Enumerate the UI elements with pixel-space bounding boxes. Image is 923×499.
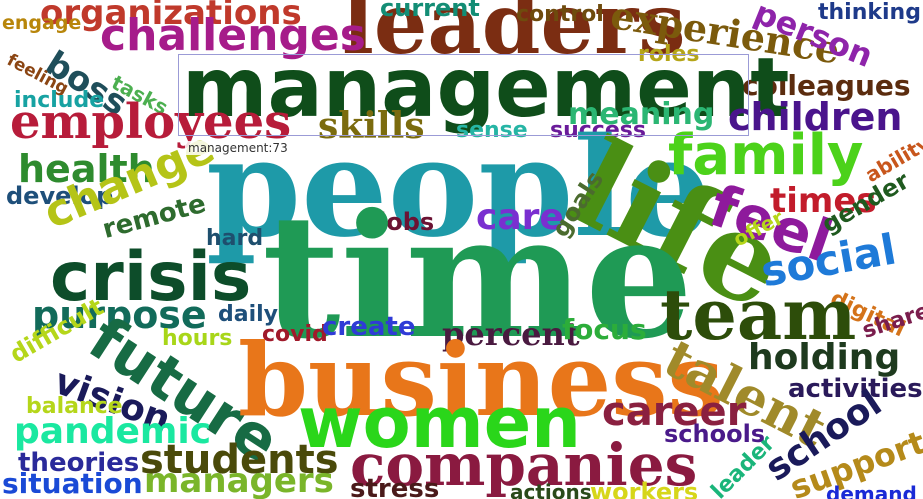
word-companies: companies: [350, 431, 698, 499]
word-control: control: [516, 2, 604, 27]
word-women: women: [298, 382, 582, 464]
word-include: include: [14, 88, 105, 113]
word-managers: managers: [144, 461, 334, 499]
word-workers: workers: [590, 478, 699, 499]
word-thinking: thinking: [818, 0, 921, 25]
word-meaning: meaning: [568, 97, 715, 132]
word-organizations: organizations: [40, 0, 302, 33]
word-purpose: purpose: [32, 293, 207, 337]
word-actions: actions: [510, 480, 592, 499]
word-hard: hard: [206, 226, 264, 251]
word-percent: percent: [442, 315, 580, 353]
word-holding: holding: [748, 337, 901, 378]
word-skills: skills: [318, 105, 425, 147]
word-care: care: [476, 197, 564, 238]
word-schools: schools: [664, 420, 766, 448]
word-family: family: [668, 123, 864, 188]
word-hours: hours: [162, 326, 233, 351]
word-create: create: [322, 312, 416, 342]
word-career: career: [602, 389, 747, 435]
word-management: management: [182, 41, 790, 136]
word-students: students: [140, 437, 339, 483]
word-success: success: [550, 118, 646, 143]
word-team: team: [660, 273, 857, 356]
word-count-tooltip: management:73: [185, 141, 291, 155]
word-sense: sense: [456, 118, 528, 143]
word-health: health: [18, 147, 155, 191]
word-colleagues: colleagues: [742, 69, 911, 102]
word-times: times: [770, 181, 877, 221]
word-demand: demand: [826, 482, 917, 499]
word-pandemic: pandemic: [14, 411, 212, 452]
word-daily: daily: [218, 302, 279, 327]
word-challenges: challenges: [100, 10, 366, 61]
word-engage: engage: [2, 12, 82, 34]
word-stress: stress: [350, 474, 440, 499]
word-develop: develop: [6, 182, 114, 210]
word-crisis: crisis: [50, 238, 252, 317]
word-theories: theories: [18, 448, 140, 478]
word-balance: balance: [26, 394, 123, 419]
word-activities: activities: [788, 374, 923, 404]
word-employees: employees: [10, 94, 292, 150]
word-situation: situation: [2, 467, 143, 499]
word-current: current: [380, 0, 480, 22]
hover-highlight-box: [178, 54, 749, 136]
word-business: business: [238, 321, 724, 439]
word-children: children: [728, 95, 903, 139]
word-jobs: jobs: [378, 208, 435, 236]
word-time: time: [262, 177, 694, 377]
word-covid: covid: [262, 322, 328, 347]
word-focus: focus: [562, 313, 647, 346]
